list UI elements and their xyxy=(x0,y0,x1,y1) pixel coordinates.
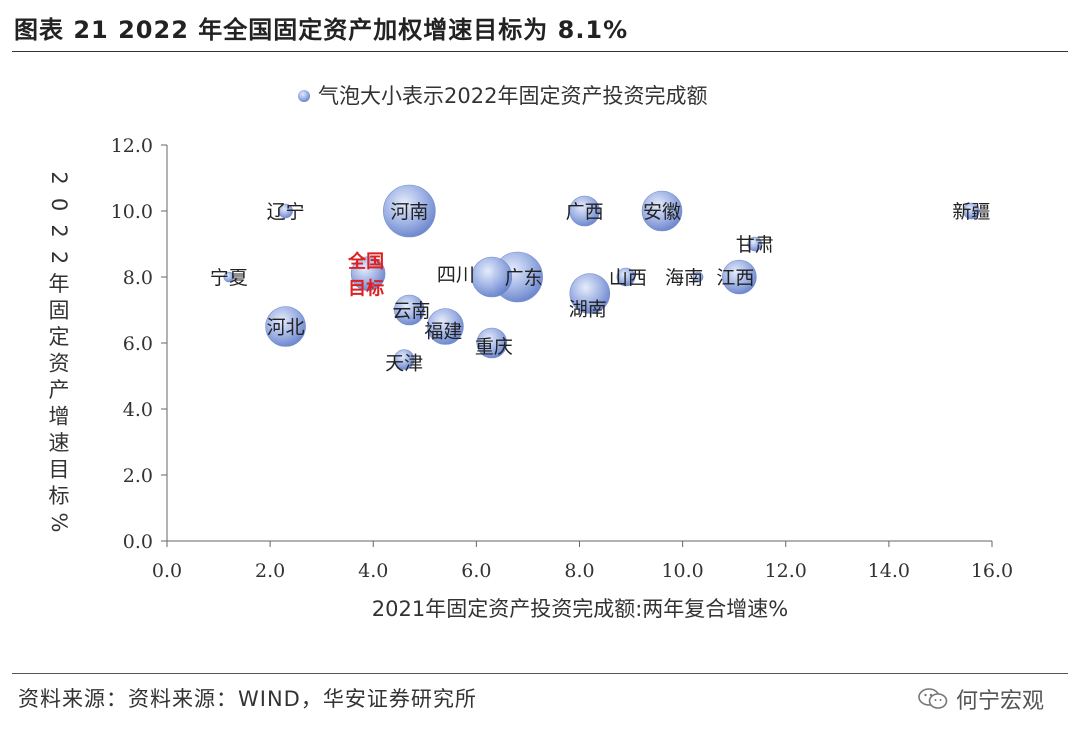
brand-mark: 何宁宏观 xyxy=(918,683,1044,715)
y-axis-title-char: 增 xyxy=(49,405,70,429)
bubble-series xyxy=(223,184,980,370)
chart-axes: 0.0 2.0 4.0 6.0 8.0 10.0 12.0 0.0 2.0 4.0 6.0 8.0 10… xyxy=(111,135,1013,582)
y-axis-title-char: 2 xyxy=(47,251,71,264)
footer-divider xyxy=(12,673,1068,674)
chart-title: 图表 21 2022 年全国固定资产加权增速目标为 8.1% xyxy=(14,16,629,44)
x-tick-label: 4.0 xyxy=(358,560,388,582)
y-axis-title-char: % xyxy=(47,513,71,533)
bubble-national-target xyxy=(350,256,386,291)
x-tick-label: 2.0 xyxy=(255,560,285,582)
bubble-label: 湖南 xyxy=(569,299,607,321)
y-axis-title-char: 产 xyxy=(49,378,70,402)
x-tick-label: 10.0 xyxy=(661,560,703,582)
bubble-label: 广东 xyxy=(505,267,543,289)
bubble-label: 甘肃 xyxy=(736,234,774,256)
bubble-point xyxy=(394,294,425,326)
bubble-label: 重庆 xyxy=(475,336,513,358)
y-axis-title-char: 资 xyxy=(49,352,70,376)
bubble-label: 辽宁 xyxy=(267,201,305,223)
legend-label: 气泡大小表示2022年固定资产投资完成额 xyxy=(318,84,707,108)
bubble-label: 四川 xyxy=(437,264,475,286)
x-tick-label: 14.0 xyxy=(868,560,910,582)
bubble-chart: 气泡大小表示2022年固定资产投资完成额 0.0 2.0 4.0 6.0 8.0 10.0… xyxy=(47,84,1013,621)
y-tick-label: 4.0 xyxy=(123,399,153,421)
bubble-point xyxy=(278,203,293,219)
y-axis-title-char: 0 xyxy=(47,198,71,211)
chart-legend: 气泡大小表示2022年固定资产投资完成额 xyxy=(298,84,707,108)
y-tick-label: 0.0 xyxy=(123,531,153,553)
y-tick-label: 12.0 xyxy=(111,135,153,157)
bubble-label: 天津 xyxy=(385,353,423,375)
x-tick-label: 12.0 xyxy=(765,560,807,582)
bubble-label: 江西 xyxy=(716,267,754,289)
bubble-label: 安徽 xyxy=(643,201,681,223)
legend-swatch xyxy=(298,90,310,102)
x-tick-label: 6.0 xyxy=(461,560,491,582)
bubble-label: 海南 xyxy=(665,267,703,289)
bubble-label: 河南 xyxy=(390,201,428,223)
bubble-point xyxy=(383,184,436,238)
bubble-point xyxy=(393,349,415,370)
bubble-point xyxy=(616,267,636,287)
x-tick-label: 16.0 xyxy=(971,560,1013,582)
y-axis-title-char: 年 xyxy=(49,272,70,296)
source-note: 资料来源：资料来源：WIND，华安证券研究所 xyxy=(18,687,477,711)
target-label-line2: 目标 xyxy=(348,278,384,300)
y-axis-title-char: 2 xyxy=(47,171,71,184)
x-axis-title: 2021年固定资产投资完成额:两年复合增速% xyxy=(372,597,788,621)
bubble-point xyxy=(722,259,757,295)
target-label-line1: 全国 xyxy=(347,251,384,273)
bubble-label: 山西 xyxy=(609,267,647,289)
y-axis-title-char: 固 xyxy=(49,299,70,323)
bubble-label: 广西 xyxy=(566,201,604,223)
y-tick-label: 8.0 xyxy=(123,267,153,289)
title-divider xyxy=(12,51,1068,52)
bubble-point xyxy=(641,190,683,232)
y-tick-label: 6.0 xyxy=(123,333,153,355)
bubble-point xyxy=(963,202,980,220)
bubble-point xyxy=(569,195,600,227)
y-axis-title-char: 定 xyxy=(49,325,70,349)
bubble-point xyxy=(471,256,513,298)
bubble-point xyxy=(747,236,763,252)
bubble-label: 福建 xyxy=(424,321,462,343)
wechat-icon xyxy=(918,688,948,709)
bubble-point xyxy=(223,271,235,283)
bubble-point xyxy=(569,273,611,314)
y-axis-title-char: 2 xyxy=(47,224,71,237)
y-axis-title-char: 速 xyxy=(49,431,70,455)
bubble-label: 新疆 xyxy=(952,201,990,223)
bubble-label: 河北 xyxy=(267,317,305,339)
brand-name: 何宁宏观 xyxy=(955,689,1044,714)
x-tick-label: 0.0 xyxy=(152,560,182,582)
bubble-point xyxy=(476,327,508,359)
y-tick-label: 2.0 xyxy=(123,465,153,487)
bubble-label: 云南 xyxy=(392,300,430,322)
bubble-point xyxy=(692,271,704,283)
x-tick-label: 8.0 xyxy=(564,560,594,582)
y-axis-title-char: 标 xyxy=(49,484,70,508)
bubble-point xyxy=(265,306,306,347)
bubble-point xyxy=(427,308,464,345)
y-axis-title-char: 目 xyxy=(49,458,70,482)
bubble-label: 宁夏 xyxy=(210,267,248,289)
y-tick-label: 10.0 xyxy=(111,201,153,223)
